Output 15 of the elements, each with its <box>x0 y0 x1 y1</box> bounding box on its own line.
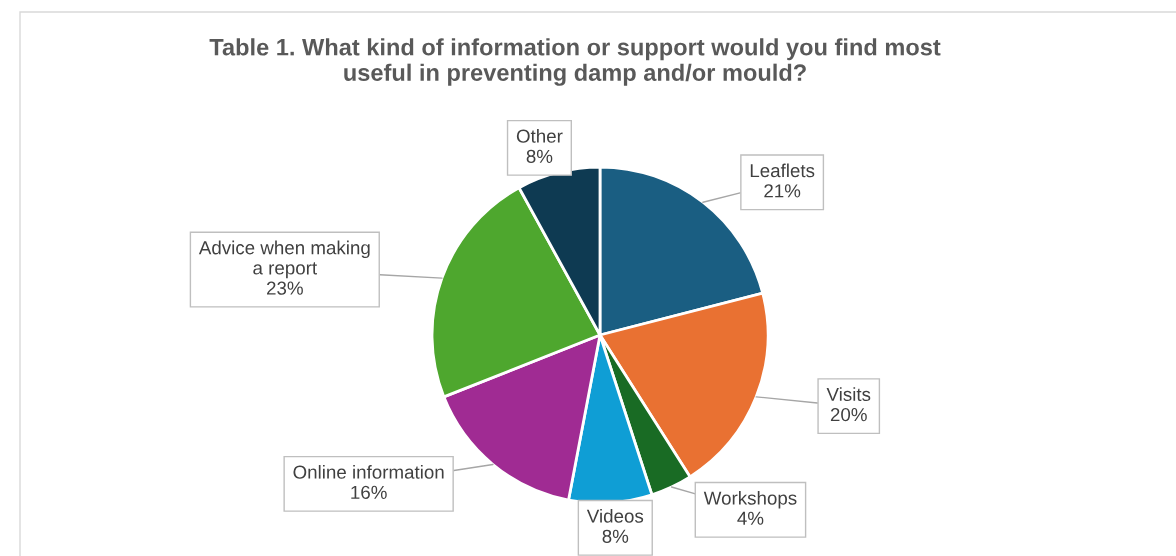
data-label: 23% <box>267 281 303 295</box>
data-label: 4% <box>737 511 764 525</box>
slice-label: Videos <box>586 508 644 523</box>
slice-label: Online information <box>293 465 444 479</box>
chart-title: Table 1. What kind of information or support would you find most useful in preventing damp and/or mould? <box>209 38 941 86</box>
slice-label: Visits <box>826 387 871 402</box>
slice-label: Workshops <box>703 490 797 509</box>
data-label: 20% <box>830 407 867 422</box>
data-label: 8% <box>526 149 553 163</box>
slice-label: Other <box>516 129 563 143</box>
data-label: 8% <box>602 529 629 543</box>
data-label: 21% <box>764 184 801 198</box>
slice-label: Advice when making a report <box>198 240 370 279</box>
data-label: 16% <box>351 485 387 499</box>
slice-label: Leaflets <box>750 163 815 178</box>
